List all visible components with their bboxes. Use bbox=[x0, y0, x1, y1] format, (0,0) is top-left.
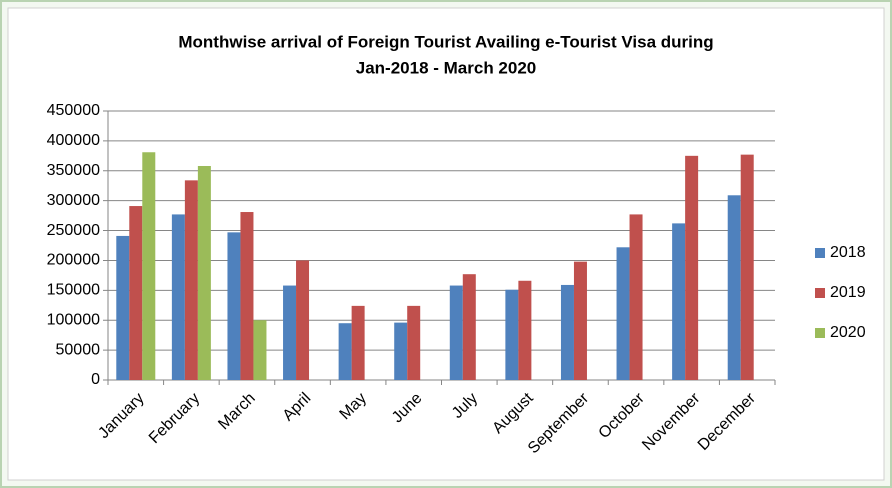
bar bbox=[197, 165, 211, 380]
bar bbox=[629, 214, 643, 380]
bar bbox=[240, 212, 254, 380]
bar bbox=[573, 261, 587, 380]
legend-swatch bbox=[815, 248, 825, 258]
bar bbox=[129, 206, 143, 380]
legend-label: 2018 bbox=[830, 244, 866, 261]
legend-label: 2020 bbox=[830, 324, 866, 341]
bar bbox=[351, 305, 365, 380]
legend-swatch bbox=[815, 328, 825, 338]
bar bbox=[394, 322, 408, 380]
bar bbox=[407, 305, 421, 380]
bar bbox=[672, 223, 686, 380]
y-tick-label: 400000 bbox=[47, 132, 100, 149]
bar bbox=[685, 155, 699, 380]
bar bbox=[518, 280, 532, 380]
legend-swatch bbox=[815, 288, 825, 298]
chart-title: Monthwise arrival of Foreign Tourist Ava… bbox=[178, 32, 713, 51]
y-tick-label: 250000 bbox=[47, 222, 100, 239]
bar bbox=[616, 247, 630, 380]
bar bbox=[449, 285, 463, 380]
bar bbox=[116, 235, 130, 380]
bar bbox=[338, 323, 352, 380]
bar bbox=[296, 260, 310, 380]
chart-title: Jan-2018 - March 2020 bbox=[356, 58, 537, 77]
bar bbox=[142, 152, 156, 380]
bar bbox=[184, 180, 198, 380]
y-tick-label: 200000 bbox=[47, 252, 100, 269]
bar bbox=[283, 285, 297, 380]
legend-label: 2019 bbox=[830, 284, 866, 301]
bar bbox=[505, 289, 519, 380]
bar bbox=[253, 320, 267, 380]
bar bbox=[560, 284, 574, 380]
bar bbox=[462, 274, 476, 380]
y-tick-label: 150000 bbox=[47, 282, 100, 299]
y-tick-label: 450000 bbox=[47, 102, 100, 119]
y-tick-label: 100000 bbox=[47, 311, 100, 328]
bar bbox=[171, 214, 185, 380]
bar bbox=[227, 232, 241, 380]
bar bbox=[727, 195, 741, 380]
y-tick-label: 300000 bbox=[47, 192, 100, 209]
y-tick-label: 50000 bbox=[56, 341, 101, 358]
y-tick-label: 350000 bbox=[47, 162, 100, 179]
y-tick-label: 0 bbox=[91, 371, 100, 388]
bar bbox=[740, 154, 754, 380]
